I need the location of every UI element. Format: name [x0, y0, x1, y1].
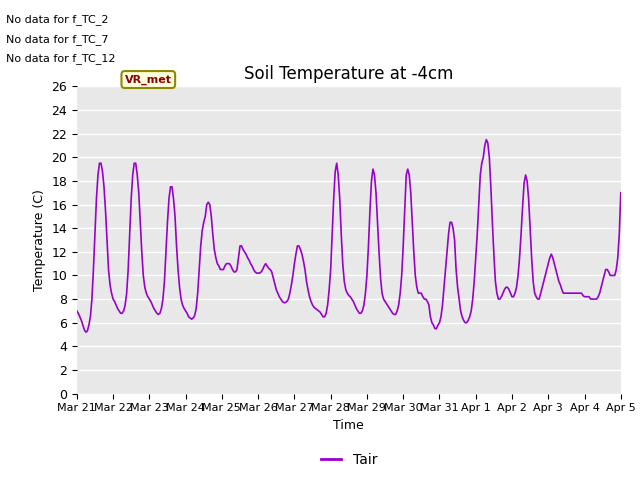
Text: No data for f_TC_2: No data for f_TC_2	[6, 14, 109, 25]
Y-axis label: Temperature (C): Temperature (C)	[33, 189, 45, 291]
Text: No data for f_TC_7: No data for f_TC_7	[6, 34, 109, 45]
Legend: Tair: Tair	[315, 447, 383, 473]
Text: VR_met: VR_met	[125, 74, 172, 84]
Text: No data for f_TC_12: No data for f_TC_12	[6, 53, 116, 64]
Title: Soil Temperature at -4cm: Soil Temperature at -4cm	[244, 65, 454, 84]
X-axis label: Time: Time	[333, 419, 364, 432]
